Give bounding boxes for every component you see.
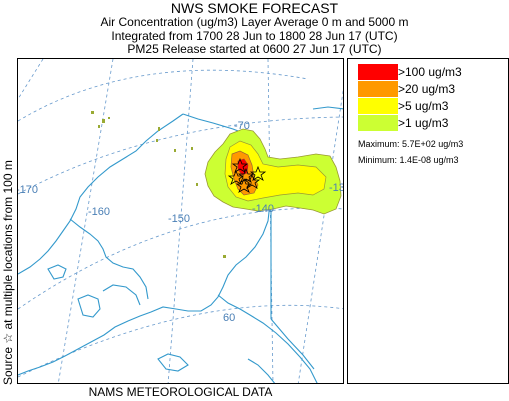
concentration-legend: >100 ug/m3 >20 ug/m3 >5 ug/m3 >1 ug/m3 M… [347, 58, 509, 384]
legend-swatch-gt20 [358, 81, 398, 97]
legend-label-gt100: >100 ug/m3 [398, 65, 462, 79]
release-start: PM25 Release started at 0600 27 Jun 17 (… [127, 42, 382, 56]
lon-label-160: -160 [88, 206, 110, 218]
met-data-label: NAMS METEOROLOGICAL DATA [88, 385, 273, 399]
lon-label-140: -140 [252, 203, 274, 215]
legend-swatch-gt100 [358, 64, 398, 80]
minimum-value: Minimum: 1.4E-08 ug/m3 [358, 155, 459, 165]
legend-label-gt5: >5 ug/m3 [398, 99, 449, 113]
legend-label-gt20: >20 ug/m3 [398, 82, 456, 96]
lat-label-60: 60 [223, 312, 235, 324]
maximum-value: Maximum: 5.7E+02 ug/m3 [358, 139, 464, 149]
source-location-label: Source ☆ at multiple locations from 100 … [1, 160, 15, 385]
lon-label-170: -170 [18, 184, 38, 196]
integration-period: Integrated from 1700 28 Jun to 1800 28 J… [111, 29, 398, 43]
lat-label-70: -70 [234, 120, 250, 132]
coastline [18, 106, 343, 383]
map-canvas: -70 -170 -160 -150 -140 -130 60 [18, 59, 344, 383]
legend-swatch-gt1 [358, 115, 398, 131]
source-star-markers [227, 157, 267, 193]
legend-swatch-gt5 [358, 98, 398, 114]
legend-label-gt1: >1 ug/m3 [398, 116, 449, 130]
concentration-subtitle: Air Concentration (ug/m3) Layer Average … [100, 15, 409, 29]
lon-label-150: -150 [168, 213, 190, 225]
forecast-title: NWS SMOKE FORECAST [170, 0, 339, 16]
lon-label-130: -130 [329, 182, 344, 194]
smoke-map: -70 -170 -160 -150 -140 -130 60 [17, 58, 344, 384]
